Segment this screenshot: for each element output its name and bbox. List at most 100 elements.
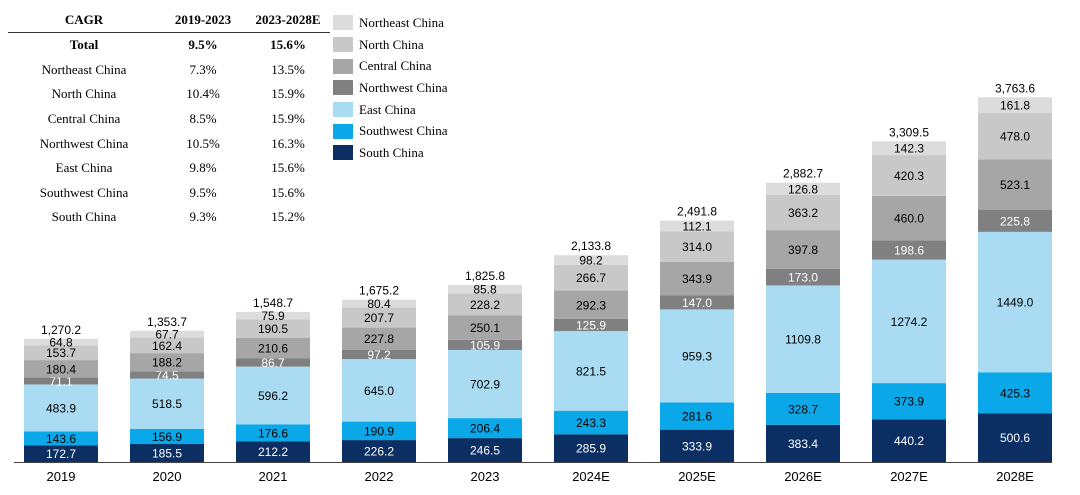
data-label: 1274.2 [891, 315, 928, 329]
data-label: 206.4 [470, 422, 500, 436]
data-label: 98.2 [579, 253, 603, 267]
bar-segment [24, 345, 98, 361]
bar-segment [236, 337, 310, 359]
bar-segment [872, 419, 946, 462]
x-tick-label: 2025E [678, 469, 716, 484]
data-label: 246.5 [470, 444, 500, 458]
total-label: 1,270.2 [41, 323, 81, 337]
bar-segment [978, 112, 1052, 160]
bar-segment [130, 371, 204, 379]
bar-segment [978, 97, 1052, 113]
bar-segment [660, 295, 734, 310]
bar-segment [130, 353, 204, 372]
bar-segment [978, 159, 1052, 210]
data-label: 425.3 [1000, 386, 1030, 400]
cagr-value: 15.9% [271, 111, 305, 127]
bar-segment [554, 410, 628, 435]
cagr-value: 9.5% [189, 184, 217, 200]
data-label: 328.7 [788, 402, 818, 416]
bar-segment [448, 418, 522, 439]
data-label: 314.0 [682, 240, 712, 254]
cagr-value: 10.4% [186, 86, 220, 102]
bar-segment [24, 338, 98, 346]
data-label: 225.8 [1000, 214, 1030, 228]
total-label: 2,491.8 [677, 205, 717, 219]
x-tick-label: 2026E [784, 469, 822, 484]
cagr-region: Central China [47, 111, 121, 127]
cagr-table: CAGR 2019-2023 2023-2028E Total 9.5% 15.… [8, 8, 330, 230]
bar-segment [448, 285, 522, 294]
legend-item: Northeast China [333, 12, 447, 34]
bar-segment [130, 378, 204, 429]
cagr-header-row: CAGR 2019-2023 2023-2028E [8, 8, 330, 33]
cagr-row: Northwest China 10.5% 16.3% [8, 131, 330, 156]
bar-segment [872, 383, 946, 420]
bar-segment [872, 141, 946, 156]
bar-segment [978, 413, 1052, 462]
bar-segment [554, 255, 628, 265]
bar-segment [342, 440, 416, 462]
data-label: 483.9 [46, 401, 76, 415]
bar-segment [236, 311, 310, 320]
data-label: 383.4 [788, 437, 818, 451]
bar-segment [448, 293, 522, 316]
cagr-value: 13.5% [271, 61, 305, 77]
data-label: 156.9 [152, 430, 182, 444]
legend-swatch [333, 15, 353, 31]
data-label: 281.6 [682, 410, 712, 424]
bar-segment [766, 182, 840, 195]
data-label: 86.7 [261, 356, 285, 370]
data-label: 142.3 [894, 142, 924, 156]
cagr-value: 15.2% [271, 209, 305, 225]
data-label: 333.9 [682, 439, 712, 453]
total-label: 2,882.7 [783, 167, 823, 181]
cagr-value: 9.8% [189, 160, 217, 176]
data-label: 64.8 [49, 336, 73, 350]
bar-segment [978, 231, 1052, 373]
total-label: 3,763.6 [995, 81, 1035, 95]
bar-segment [766, 392, 840, 425]
bar-segment [660, 220, 734, 232]
bar-segment [554, 331, 628, 411]
bar-segment [766, 268, 840, 286]
bar-segment [342, 421, 416, 441]
data-label: 228.2 [470, 298, 500, 312]
data-label: 420.3 [894, 169, 924, 183]
cagr-value: 15.6% [270, 37, 306, 53]
bar-segment [24, 360, 98, 378]
bar-segment [342, 359, 416, 422]
bar-segment [660, 309, 734, 403]
cagr-row: East China 9.8% 15.6% [8, 156, 330, 181]
cagr-row: North China 10.4% 15.9% [8, 82, 330, 107]
data-label: 180.4 [46, 362, 76, 376]
bar-segment [24, 445, 98, 462]
bar-segment [872, 259, 946, 384]
legend-label: Northeast China [359, 14, 444, 30]
bar-segment [766, 230, 840, 269]
x-tick-label: 2028E [996, 469, 1034, 484]
legend-swatch [333, 123, 353, 139]
total-label: 1,825.8 [465, 269, 505, 283]
bar-segment [130, 330, 204, 338]
cagr-value: 9.3% [189, 209, 217, 225]
bar-segment [448, 339, 522, 351]
data-label: 227.8 [364, 332, 394, 346]
data-label: 226.2 [364, 445, 394, 459]
legend-label: South China [359, 144, 424, 160]
bar-segment [554, 318, 628, 332]
bar-segment [978, 209, 1052, 232]
bar-segment [766, 424, 840, 462]
cagr-row: Southwest China 9.5% 15.6% [8, 181, 330, 206]
total-label: 3,309.5 [889, 125, 929, 139]
data-label: 343.9 [682, 272, 712, 286]
legend-label: East China [359, 101, 416, 117]
data-label: 207.7 [364, 311, 394, 325]
x-tick-label: 2024E [572, 469, 610, 484]
cagr-value: 8.5% [189, 111, 217, 127]
data-label: 440.2 [894, 434, 924, 448]
data-label: 153.7 [46, 346, 76, 360]
legend-swatch [333, 102, 353, 118]
total-label: 2,133.8 [571, 239, 611, 253]
x-tick-label: 2019 [47, 469, 76, 484]
